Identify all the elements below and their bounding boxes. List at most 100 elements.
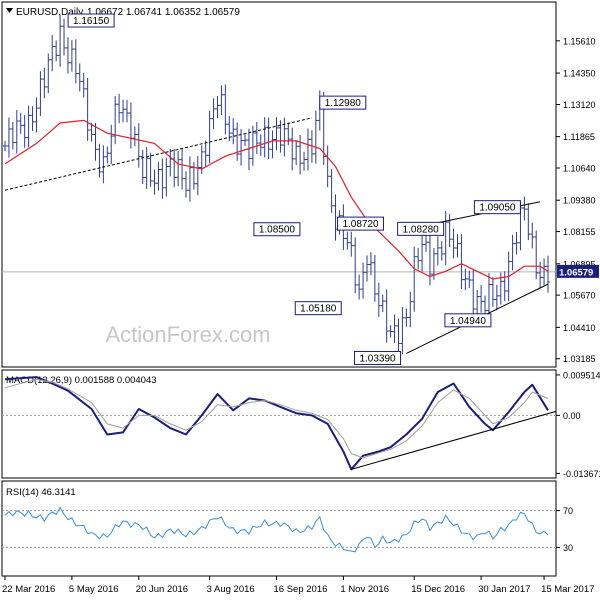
price-bar: [22, 115, 27, 148]
price-bar: [463, 268, 468, 291]
rsi-y-tick-label: 30: [563, 543, 573, 553]
price-layer: 1.16150 1.12980 1.08500 1.08720 1.05180 1.033…: [2, 13, 556, 365]
price-annotation: 1.03390: [354, 350, 402, 365]
sma-line: [4, 119, 549, 280]
price-bar: [451, 228, 456, 259]
price-bar: [207, 110, 212, 164]
price-bar: [361, 262, 366, 299]
price-annotation-box: [67, 13, 115, 28]
price-bar: [266, 117, 271, 160]
price-y-tick-label: 1.05670: [563, 291, 596, 301]
price-bar: [431, 248, 436, 280]
price-y-tick-label: 1.14350: [563, 69, 596, 79]
price-annotation-box: [473, 200, 521, 215]
price-bar: [404, 308, 409, 327]
price-bar: [54, 40, 59, 62]
macd-y-tick-label: -0.013671: [563, 469, 600, 479]
price-bar: [30, 106, 35, 132]
price-bar: [101, 145, 106, 184]
x-tick-label: 3 Aug 2016: [207, 584, 255, 595]
price-bar: [58, 14, 63, 67]
macd-line: [4, 376, 549, 471]
price-y-tick-label: 1.04410: [563, 323, 596, 333]
price-bar: [223, 84, 228, 135]
axis-layer: 1.15610 1.14350 1.13120 1.11865 1.10640 1.093…: [2, 36, 600, 595]
price-annotation-label: 1.09050: [479, 203, 516, 214]
price-y-tick-label: 1.15610: [563, 36, 596, 46]
price-bar: [439, 241, 444, 261]
price-bar: [357, 274, 362, 300]
price-annotation: 1.08280: [397, 221, 445, 236]
price-bar: [26, 105, 31, 148]
rsi-line: [4, 506, 549, 553]
price-bar: [396, 318, 401, 351]
price-bar: [424, 235, 429, 252]
price-bar: [305, 128, 310, 171]
price-bar: [231, 118, 236, 145]
price-bar: [372, 254, 377, 302]
price-bar: [246, 128, 251, 171]
price-bar: [93, 123, 98, 161]
price-y-tick-label: 1.08155: [563, 227, 596, 237]
price-bar: [510, 234, 515, 271]
price-bar: [176, 150, 181, 187]
price-bar: [187, 156, 192, 202]
price-bar: [50, 34, 55, 72]
price-bar: [219, 85, 224, 115]
price-bar: [46, 53, 51, 94]
x-tick-label: 16 Sep 2016: [274, 584, 328, 595]
price-bar: [353, 237, 358, 294]
price-bar: [384, 289, 389, 343]
price-bar: [215, 96, 220, 119]
macd-y-tick-label: 0.00: [563, 411, 581, 421]
price-bar: [530, 222, 535, 249]
price-annotation: 1.08500: [253, 222, 301, 237]
x-tick-label: 5 May 2016: [69, 584, 119, 595]
price-panel-frame: [1, 1, 557, 368]
price-bar: [400, 306, 405, 355]
price-bar: [65, 37, 70, 74]
price-bar: [14, 109, 19, 154]
price-y-tick-label: 1.11865: [563, 132, 595, 142]
dropdown-triangle-icon: [6, 8, 13, 13]
macd-layer: MACD(12,26,9) 0.001588 0.004043: [2, 375, 557, 471]
rsi-panel-frame: [1, 480, 557, 577]
watermark: ActionForex.com: [105, 322, 270, 347]
price-bar: [435, 236, 440, 266]
price-bar: [164, 157, 169, 197]
price-annotation-label: 1.05180: [300, 304, 337, 315]
price-annotation: 1.08720: [337, 216, 385, 231]
price-bar: [132, 126, 137, 147]
macd-title: MACD(12,26,9) 0.001588 0.004043: [6, 375, 157, 386]
price-bar: [302, 151, 307, 171]
price-y-tick-label: 1.10640: [563, 163, 596, 173]
price-bar: [69, 40, 74, 72]
macd-trendline: [351, 410, 557, 470]
price-annotation-label: 1.12980: [325, 98, 362, 109]
ohlc-values: 1.06672 1.06741 1.06352 1.06579: [87, 7, 240, 18]
price-bar: [3, 140, 7, 152]
price-bar: [140, 149, 145, 185]
rsi-title: RSI(14) 46.3141: [6, 487, 76, 498]
price-bar: [6, 117, 11, 158]
price-annotation: 1.05180: [294, 301, 342, 316]
price-bar: [447, 214, 452, 248]
price-bar: [365, 255, 369, 282]
price-y-tick-label: 1.03185: [563, 354, 596, 364]
price-bar: [412, 246, 417, 312]
price-bar: [534, 230, 539, 280]
price-bar: [262, 117, 267, 158]
price-annotation-label: 1.03390: [359, 353, 396, 364]
price-y-tick-label: 1.06895: [563, 259, 596, 269]
price-bar: [546, 255, 550, 293]
price-bar: [514, 231, 519, 255]
price-bar: [388, 325, 393, 338]
price-bar: [97, 143, 102, 178]
price-annotation: 1.09050: [473, 200, 521, 215]
price-bar: [443, 210, 448, 266]
price-bar: [542, 258, 547, 286]
price-annotation: 1.16150: [67, 13, 115, 28]
rsi-layer: RSI(14) 46.3141: [2, 487, 556, 553]
price-bar: [294, 140, 299, 166]
